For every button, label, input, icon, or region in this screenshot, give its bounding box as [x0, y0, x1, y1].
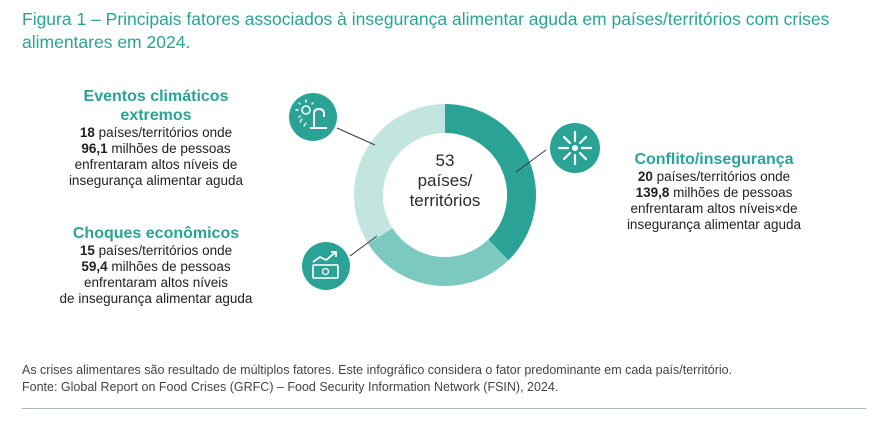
notes: As crises alimentares são resultado de m… [22, 362, 862, 396]
donut-center-value: 53 [435, 151, 455, 170]
climate-count: 18 [79, 125, 95, 140]
bottom-divider [22, 408, 866, 409]
source-line: Fonte: Global Report on Food Crises (GRF… [22, 380, 559, 394]
climate-title-line2: extremos [120, 107, 192, 124]
connector-economic [349, 235, 378, 257]
climate-block: Eventos climáticos extremos 18 países/te… [36, 87, 276, 189]
climate-line2-rest: milhões de pessoas [107, 141, 231, 156]
economic-line4: de insegurança alimentar aguda [59, 291, 253, 306]
economic-line1: 15 países/territórios onde [36, 243, 276, 259]
economic-title: Choques econômicos [72, 225, 240, 242]
donut-slice-2 [368, 228, 509, 286]
conflict-line4: insegurança alimentar aguda [626, 217, 802, 232]
conflict-count: 20 [637, 169, 653, 184]
climate-millions: 96,1 [81, 141, 108, 156]
donut-slice-3 [353, 104, 445, 244]
connector-lines [336, 127, 547, 257]
economic-block: Choques econômicos 15 países/territórios… [36, 224, 276, 307]
conflict-line2-rest: milhões de pessoas [669, 185, 793, 200]
donut-center-line1: países/ [417, 171, 473, 190]
donut-slice-1 [445, 104, 536, 261]
conflict-line3-mark: × [774, 201, 783, 216]
economic-line3: enfrentaram altos níveis [83, 275, 229, 290]
conflict-line1-rest: países/territórios onde [652, 169, 791, 184]
climate-line2: 96,1 milhões de pessoas [36, 141, 276, 157]
money-chart-icon [302, 242, 350, 290]
conflict-millions: 139,8 [635, 185, 670, 200]
donut-hole [383, 133, 507, 257]
figure-title-text: – Principais fatores associados à insegu… [22, 9, 830, 52]
figure-number: Figura 1 [22, 9, 87, 29]
figure-title: Figura 1 – Principais fatores associados… [22, 8, 862, 54]
donut-arcs [353, 104, 536, 286]
conflict-line1: 20 países/territórios onde [598, 169, 830, 185]
economic-count: 15 [79, 243, 95, 258]
note-line1: As crises alimentares são resultado de m… [22, 363, 733, 377]
climate-line4: insegurança alimentar aguda [68, 173, 244, 188]
conflict-line3-text: enfrentaram altos níveis [630, 201, 775, 216]
conflict-title: Conflito/insegurança [634, 151, 794, 168]
donut-center-label: 53 países/ territórios [375, 151, 515, 211]
conflict-line3-end: de [782, 201, 798, 216]
climate-sun-rain-icon [289, 93, 337, 141]
connector-conflict [515, 149, 547, 173]
climate-line1-rest: países/territórios onde [94, 125, 233, 140]
climate-title-line1: Eventos climáticos [83, 88, 229, 105]
economic-line2-rest: milhões de pessoas [107, 259, 231, 274]
conflict-line2: 139,8 milhões de pessoas [598, 185, 830, 201]
climate-line1: 18 países/territórios onde [36, 125, 276, 141]
economic-line2: 59,4 milhões de pessoas [36, 259, 276, 275]
climate-line3: enfrentaram altos níveis de [74, 157, 238, 172]
explosion-icon [550, 123, 600, 173]
conflict-block: Conflito/insegurança 20 países/territóri… [598, 150, 830, 233]
economic-millions: 59,4 [81, 259, 108, 274]
conflict-line3: enfrentaram altos níveis×de [598, 201, 830, 217]
connector-climate [336, 127, 376, 146]
economic-line1-rest: países/territórios onde [94, 243, 233, 258]
donut-center-line2: territórios [409, 191, 481, 210]
